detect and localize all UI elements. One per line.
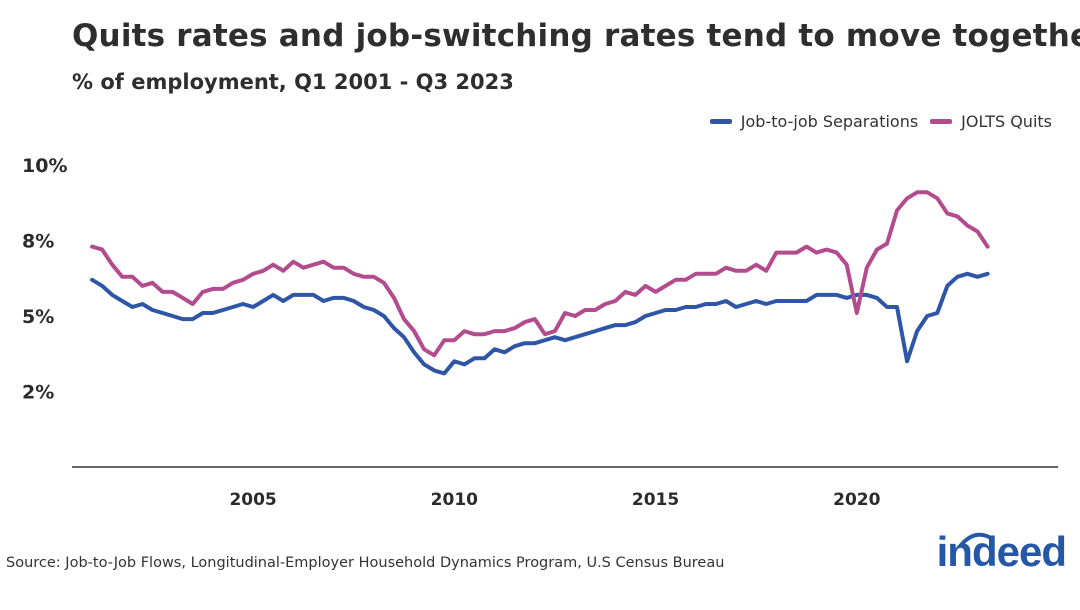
y-tick-label: 2% bbox=[22, 382, 54, 404]
chart-subtitle: % of employment, Q1 2001 - Q3 2023 bbox=[72, 70, 514, 94]
source-note: Source: Job-to-Job Flows, Longitudinal-E… bbox=[6, 555, 725, 571]
x-tick-label: 2020 bbox=[833, 490, 880, 510]
y-tick-label: 5% bbox=[22, 306, 54, 328]
x-tick-label: 2010 bbox=[431, 490, 478, 510]
indeed-arc-icon bbox=[959, 532, 991, 547]
legend: Job-to-job Separations JOLTS Quits bbox=[698, 112, 1052, 131]
legend-label-jtj: Job-to-job Separations bbox=[740, 112, 919, 131]
series-line-job-to-job bbox=[90, 271, 990, 376]
chart-title: Quits rates and job-switching rates tend… bbox=[72, 18, 1080, 54]
legend-swatch-quits bbox=[930, 119, 953, 124]
legend-swatch-jtj bbox=[709, 119, 732, 124]
indeed-logo: indeed bbox=[936, 528, 1067, 575]
legend-label-quits: JOLTS Quits bbox=[961, 112, 1052, 131]
legend-item-quits: JOLTS Quits bbox=[930, 112, 1052, 131]
x-tick-label: 2005 bbox=[229, 490, 276, 510]
y-tick-label: 8% bbox=[22, 231, 54, 253]
series-line-jolts-quits bbox=[90, 190, 990, 358]
y-tick-label: 10% bbox=[22, 155, 67, 177]
x-tick-label: 2015 bbox=[632, 490, 679, 510]
legend-item-jtj: Job-to-job Separations bbox=[709, 112, 919, 131]
